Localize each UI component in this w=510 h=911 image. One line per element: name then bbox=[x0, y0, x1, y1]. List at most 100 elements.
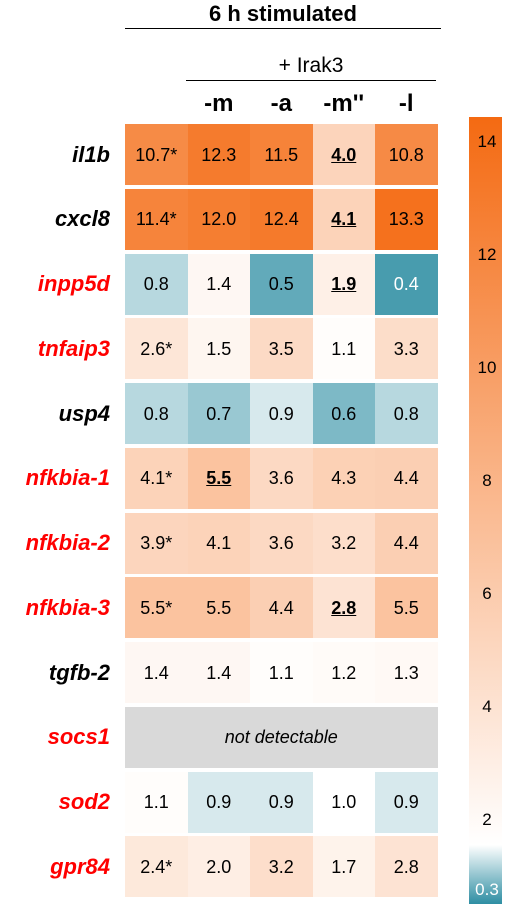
cell-value: 1.4 bbox=[206, 662, 232, 683]
heatmap-cell: 11.5 bbox=[250, 124, 313, 185]
heatmap-cell: 2.4* bbox=[125, 836, 188, 898]
heatmap-cell: 1.1 bbox=[250, 642, 313, 703]
cell-value: 4.4 bbox=[268, 597, 294, 618]
cell-value: 1.9 bbox=[331, 274, 357, 294]
heatmap-cell: 4.0 bbox=[312, 124, 375, 185]
row-label: cxcl8 bbox=[54, 206, 110, 232]
cell-value: 1.3 bbox=[393, 662, 419, 683]
heatmap-cell: 2.0 bbox=[187, 836, 250, 898]
cell-value: 3.2 bbox=[268, 856, 294, 877]
cell-value: 3.6 bbox=[268, 468, 294, 489]
row-label: tgfb-2 bbox=[48, 659, 110, 685]
heatmap-cell: 0.7 bbox=[187, 383, 250, 444]
header-underline bbox=[125, 28, 441, 29]
heatmap-cell: 3.6 bbox=[250, 512, 313, 574]
cell-value: 2.8 bbox=[331, 597, 357, 618]
heatmap-cell: 0.8 bbox=[125, 383, 188, 444]
heatmap-cell: 1.1 bbox=[125, 771, 188, 833]
cell-value: 1.1 bbox=[143, 792, 169, 812]
heatmap-cell: 12.4 bbox=[250, 188, 313, 250]
row-label: nfkbia-3 bbox=[25, 594, 110, 620]
cell-value: 3.2 bbox=[331, 533, 357, 553]
cell-value: 0.4 bbox=[393, 274, 419, 294]
row-label: socs1 bbox=[47, 724, 110, 750]
heatmap-cell: 0.9 bbox=[250, 383, 313, 444]
heatmap-cell: 3.9* bbox=[125, 512, 188, 574]
cell-value: 2.0 bbox=[206, 856, 232, 877]
cell-value: 4.1* bbox=[140, 468, 173, 489]
heatmap-cell: 1.3 bbox=[375, 642, 438, 703]
heatmap-cell: 1.2 bbox=[312, 642, 375, 703]
cell-value: 1.1 bbox=[268, 662, 294, 683]
heatmap-cell: 11.4* bbox=[125, 188, 188, 250]
cell-value: 1.0 bbox=[331, 792, 357, 812]
cell-value: 2.8 bbox=[393, 856, 419, 877]
not-detectable-label: not detectable bbox=[224, 726, 338, 747]
cell-value: 12.0 bbox=[201, 209, 237, 230]
heatmap-cell: 12.0 bbox=[187, 188, 250, 250]
heatmap-cell: 0.8 bbox=[375, 383, 438, 444]
heatmap-cell: 0.9 bbox=[375, 771, 438, 833]
column-header: -m'' bbox=[323, 90, 365, 117]
colorbar-tick-label: 0.3 bbox=[475, 880, 499, 899]
row-label: nfkbia-2 bbox=[25, 530, 110, 555]
cell-value: 10.8 bbox=[388, 144, 424, 165]
heatmap-cell: 2.6* bbox=[125, 318, 188, 380]
heatmap-cell: 10.7* bbox=[125, 124, 188, 185]
cell-value: 1.4 bbox=[206, 274, 232, 294]
heatmap-cell: 3.2 bbox=[250, 836, 313, 898]
heatmap-cell: 4.3 bbox=[312, 447, 375, 509]
heatmap-cell: 13.3 bbox=[375, 188, 438, 250]
heatmap-cell: 5.5 bbox=[187, 447, 250, 509]
header-title: 6 h stimulated bbox=[209, 1, 357, 26]
row-label: inpp5d bbox=[37, 271, 110, 296]
heatmap-cell: 0.5 bbox=[250, 253, 313, 315]
heatmap-cell: 1.0 bbox=[312, 771, 375, 833]
cell-value: 0.7 bbox=[206, 403, 232, 424]
heatmap-cell: 0.6 bbox=[312, 383, 375, 444]
cell-value: 3.9* bbox=[140, 533, 173, 553]
colorbar-tick-label: 14 bbox=[477, 132, 497, 151]
row-label: nfkbia-1 bbox=[25, 465, 110, 491]
row-label: il1b bbox=[72, 141, 110, 167]
cell-value: 5.5 bbox=[393, 597, 419, 618]
cell-value: 4.4 bbox=[393, 468, 419, 489]
cell-value: 0.9 bbox=[393, 792, 419, 812]
heatmap-cell: 5.5 bbox=[375, 577, 438, 639]
heatmap-cell: 2.8 bbox=[375, 836, 438, 898]
cell-value: 0.8 bbox=[143, 403, 169, 424]
cell-value: 13.3 bbox=[388, 209, 424, 230]
cell-value: 1.2 bbox=[331, 662, 357, 683]
heatmap-cell: 1.1 bbox=[312, 318, 375, 380]
heatmap-cell: 0.9 bbox=[250, 771, 313, 833]
heatmap-cell: 1.7 bbox=[312, 836, 375, 898]
cell-value: 0.5 bbox=[268, 274, 294, 294]
row-label: sod2 bbox=[58, 789, 110, 814]
cell-value: 0.9 bbox=[268, 403, 294, 424]
column-header: -m bbox=[204, 90, 234, 117]
not-detectable-cell: not detectable bbox=[125, 706, 438, 768]
cell-value: 3.5 bbox=[268, 338, 294, 359]
colorbar-tick-label: 12 bbox=[477, 245, 497, 264]
heatmap-cell: 0.9 bbox=[187, 771, 250, 833]
cell-value: 1.5 bbox=[206, 338, 232, 359]
cell-value: 4.1 bbox=[331, 209, 357, 230]
cell-value: 4.0 bbox=[331, 144, 357, 165]
cell-value: 5.5 bbox=[206, 597, 232, 618]
heatmap-cell: 5.5 bbox=[187, 577, 250, 639]
cell-value: 0.8 bbox=[143, 274, 169, 294]
cell-value: 4.3 bbox=[331, 468, 357, 489]
heatmap-cell: 1.4 bbox=[187, 253, 250, 315]
cell-value: 3.3 bbox=[393, 338, 419, 359]
heatmap-cell: 0.8 bbox=[125, 253, 188, 315]
cell-value: 11.4* bbox=[135, 209, 177, 230]
colorbar-tick-label: 6 bbox=[482, 584, 492, 603]
heatmap-cell: 1.9 bbox=[312, 253, 375, 315]
cell-value: 5.5* bbox=[140, 597, 173, 618]
cell-value: 0.9 bbox=[268, 792, 294, 812]
colorbar bbox=[469, 117, 502, 904]
heatmap-cell: 0.4 bbox=[375, 253, 438, 315]
colorbar-tick-label: 10 bbox=[477, 358, 497, 377]
cell-value: 11.5 bbox=[264, 144, 299, 165]
cell-value: 1.7 bbox=[331, 856, 357, 877]
